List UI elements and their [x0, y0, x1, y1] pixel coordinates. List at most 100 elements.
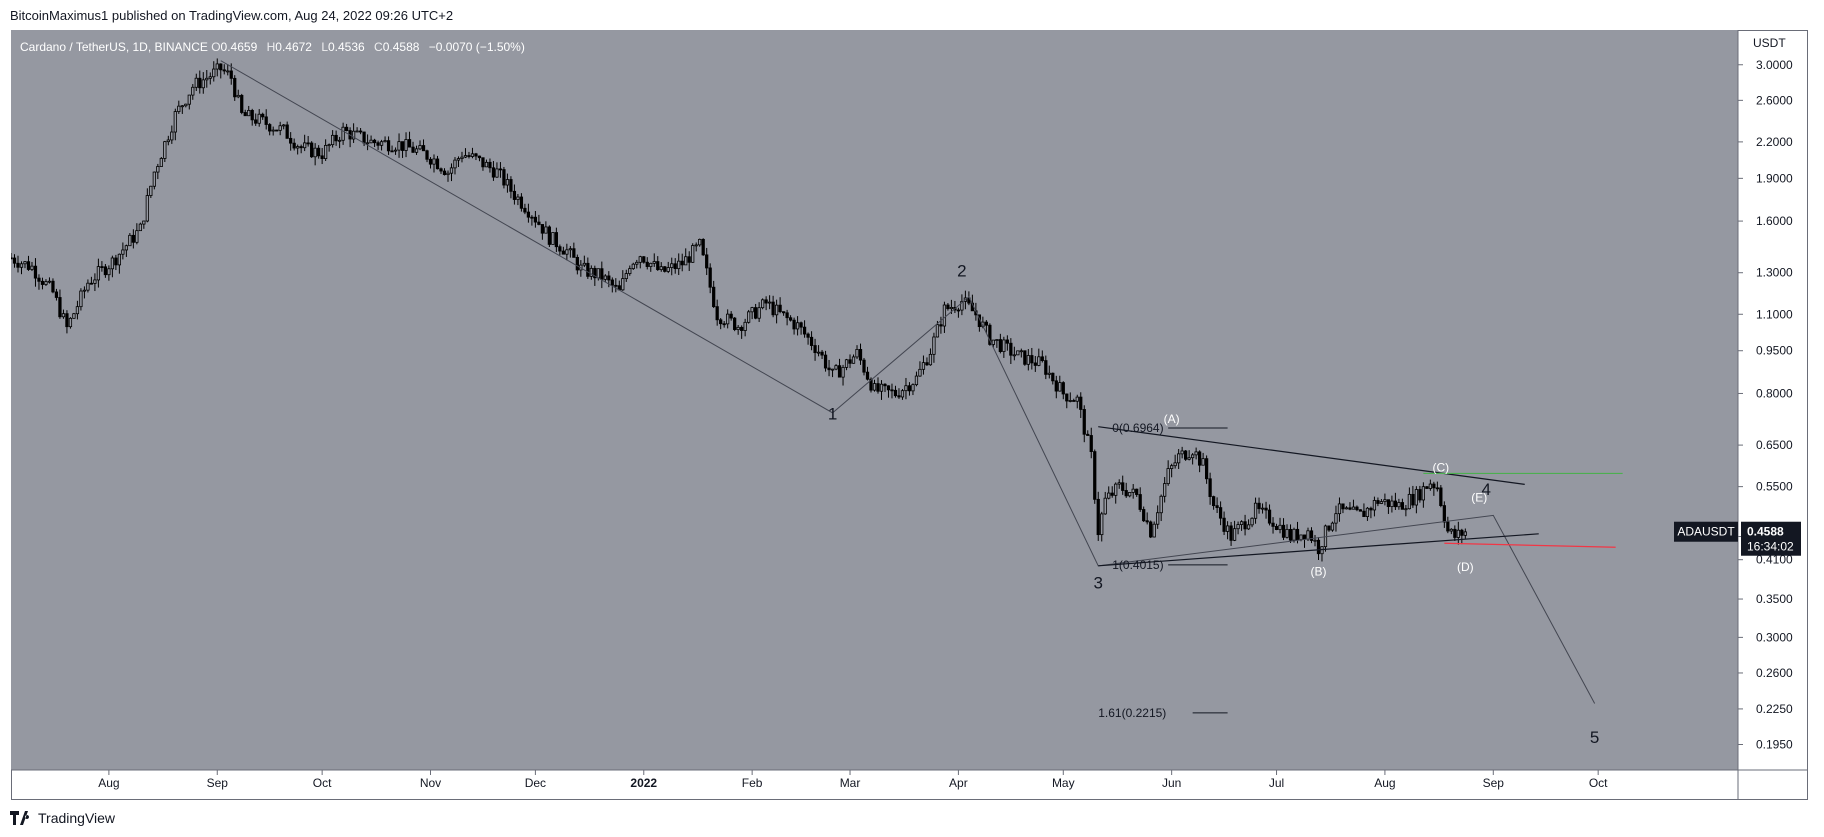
candle-body [1180, 450, 1184, 455]
candle-body [1264, 507, 1268, 511]
candle-body [1009, 342, 1013, 356]
candle-body [638, 256, 642, 263]
candle-body [1239, 521, 1244, 525]
candle-body [1344, 507, 1349, 510]
wave-label: 1 [828, 405, 837, 424]
candle-body [523, 207, 527, 213]
x-axis[interactable]: Aug Sep Oct Nov Dec 2022 Feb Mar Apr May Jun Jul Aug… [11, 769, 1808, 790]
candle-body [446, 172, 450, 176]
drawings-layer: 0(0.6964) 1(0.4015) 1.61(0.2215) [220, 60, 1623, 720]
candle-body [1411, 493, 1415, 506]
candle-body [635, 261, 639, 265]
candle-body [865, 371, 870, 380]
candle-body [124, 245, 128, 251]
candle-body [858, 349, 863, 361]
candle-body [939, 324, 943, 327]
candle-body [544, 226, 548, 234]
y-axis[interactable]: USDT 3.0000 2.6000 2.2000 1.9000 1.6000 1.300… [1737, 30, 1793, 800]
candle-body [456, 158, 461, 161]
candle-body [47, 280, 52, 283]
fib-level-label: 1(0.4015) [1112, 558, 1163, 572]
candle-body [1348, 507, 1352, 510]
candle-body [1267, 509, 1272, 524]
candle-body [404, 139, 408, 151]
candle-body [226, 70, 230, 73]
x-tick-label: Jul [1269, 776, 1284, 790]
candle-body [75, 306, 80, 315]
candle-body [1208, 478, 1212, 497]
candle-body [736, 326, 740, 330]
candle-body [547, 226, 552, 245]
candle-body [390, 150, 394, 153]
candle-body [893, 389, 898, 397]
candle-body [575, 256, 579, 271]
candle-body [201, 79, 205, 89]
x-tick-label: Aug [98, 776, 119, 790]
x-tick-label: Jun [1162, 776, 1181, 790]
candle-body [23, 261, 27, 265]
candle-body [26, 261, 31, 270]
plot-area[interactable] [11, 30, 1738, 770]
candle-body [767, 301, 772, 304]
price-tag-symbol-box [1674, 521, 1738, 542]
candle-body [1166, 468, 1170, 485]
y-tick-label: 1.9000 [1756, 171, 1793, 185]
candle-body [393, 149, 398, 152]
candle-body [907, 385, 912, 392]
y-tick-label: 0.2600 [1756, 666, 1793, 680]
candle-body [467, 155, 471, 157]
candle-body [691, 245, 695, 263]
candle-body [128, 234, 132, 247]
candle-body [1292, 528, 1296, 541]
price-chart[interactable]: 0(0.6964) 1(0.4015) 1.61(0.2215) 1 2 3 4 5 (A) (… [11, 30, 1808, 800]
candle-body [1253, 502, 1258, 519]
candle-body [1159, 495, 1163, 514]
candle-body [568, 248, 572, 251]
candle-body [355, 130, 359, 133]
candle-body [932, 336, 936, 355]
candle-body [1278, 524, 1282, 530]
candle-body [1421, 486, 1425, 501]
y-tick-label: 0.4100 [1756, 553, 1793, 567]
y-tick-label: 1.6000 [1756, 214, 1793, 228]
candle-body [834, 365, 838, 370]
candle-body [684, 256, 688, 266]
candle-body [82, 289, 87, 292]
candle-body [872, 383, 877, 391]
candle-body [586, 262, 590, 277]
candle-body [1376, 500, 1380, 504]
candle-body [1121, 482, 1125, 491]
candle-body [1463, 531, 1467, 536]
candle-body [712, 286, 716, 308]
candle-body [747, 311, 751, 323]
candle-body [792, 319, 796, 330]
candle-body [222, 69, 226, 72]
candle-body [383, 140, 387, 143]
y-tick-label: 0.1950 [1756, 738, 1793, 752]
candle-body [212, 68, 216, 78]
x-tick-label: Apr [949, 776, 968, 790]
candle-body [1082, 409, 1086, 435]
candle-body [837, 365, 842, 378]
wave-label: 3 [1094, 574, 1103, 593]
price-tag-value-box [1741, 521, 1801, 556]
candle-body [421, 145, 426, 152]
candle-body [296, 146, 300, 149]
candle-body [1393, 500, 1398, 508]
candle-body [397, 141, 401, 151]
candle-body [820, 351, 824, 356]
candle-body [1453, 528, 1457, 538]
candles-layer [11, 58, 1467, 562]
candle-body [733, 317, 737, 330]
candle-body [1086, 433, 1090, 436]
wave-label: 2 [957, 262, 966, 281]
candle-body [30, 265, 34, 270]
candle-body [663, 266, 667, 272]
candle-body [488, 161, 492, 169]
candle-body [299, 146, 303, 149]
candle-body [565, 249, 569, 255]
candle-body [414, 148, 419, 153]
candle-body [1177, 453, 1181, 464]
legend-low-value: 0.4536 [328, 40, 365, 54]
fib-level-label: 1.61(0.2215) [1098, 706, 1166, 720]
